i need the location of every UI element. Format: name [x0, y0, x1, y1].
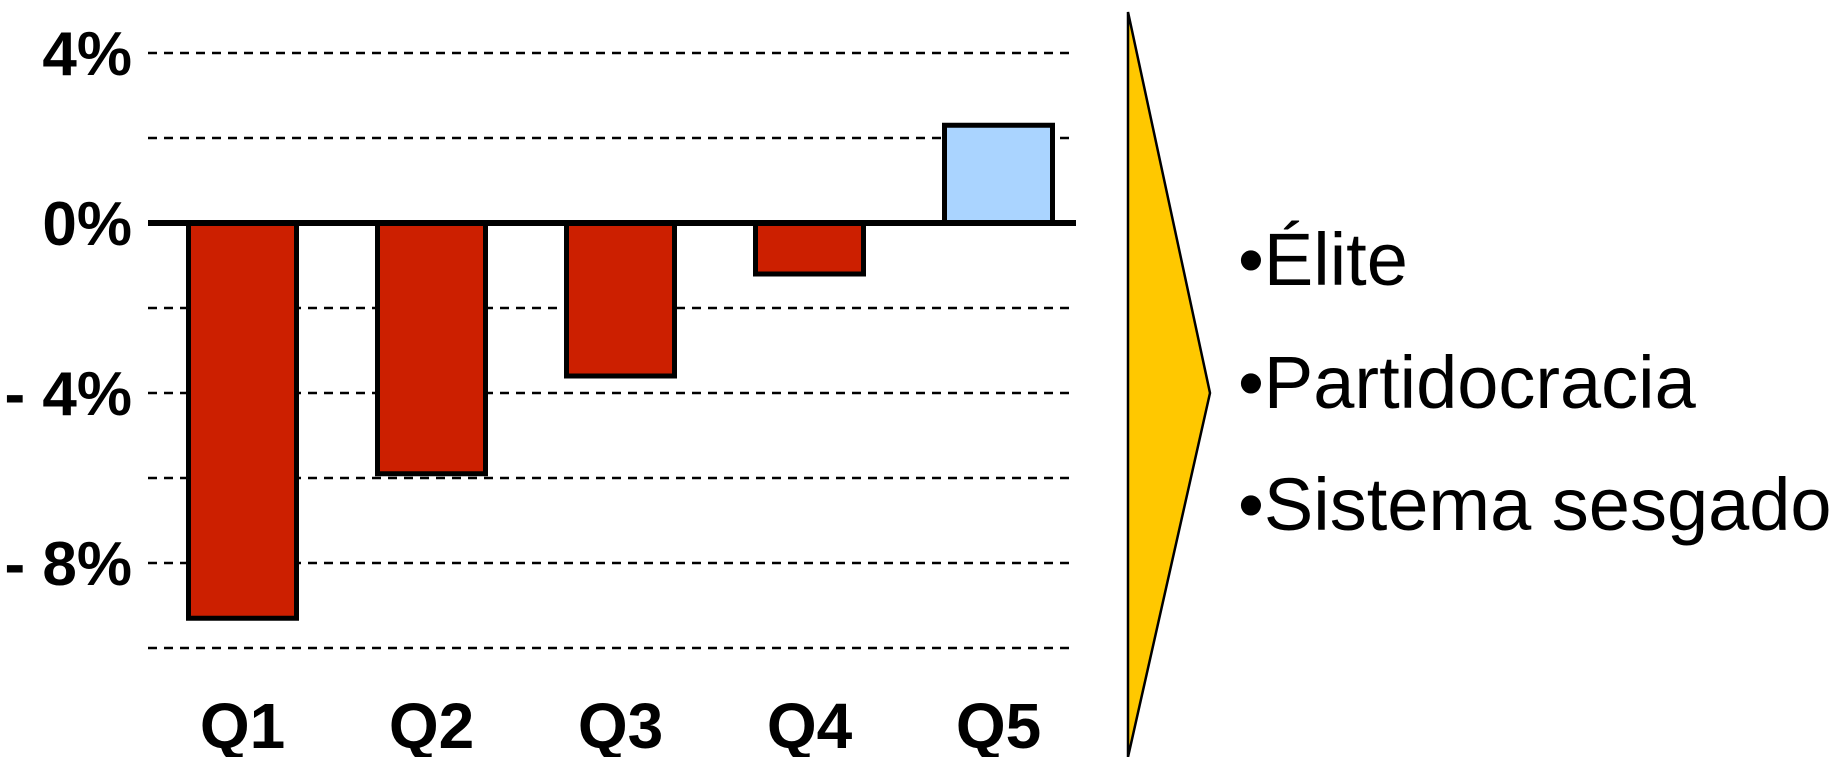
gridlines	[148, 51, 1076, 650]
chevron-arrow-icon	[1126, 11, 1212, 757]
bullet-item: •Sistema sesgado	[1238, 463, 1832, 546]
category-label-q3: Q3	[578, 690, 663, 757]
bullet-list: •Élite•Partidocracia•Sistema sesgado	[1238, 218, 1832, 546]
category-label-q1: Q1	[200, 690, 285, 757]
category-label-q2: Q2	[389, 690, 474, 757]
bar-q4	[753, 220, 866, 277]
category-label-q4: Q4	[767, 690, 853, 757]
bar-q2	[375, 220, 488, 477]
bullet-icon: •	[1238, 463, 1264, 546]
bar-q5	[942, 122, 1055, 226]
y-tick-label: - 4%	[5, 360, 132, 429]
x-axis-category-labels: Q1 Q2 Q3 Q4 Q5	[200, 690, 1041, 757]
bar-q1	[186, 220, 299, 621]
y-tick-label: - 8%	[5, 530, 132, 599]
y-tick-label: 0%	[42, 190, 132, 259]
category-label-q5: Q5	[956, 690, 1041, 757]
y-axis-tick-labels: 4% 0% - 4% - 8%	[5, 20, 132, 599]
bar-q3	[564, 220, 677, 379]
bullet-item-label: Élite	[1264, 218, 1408, 301]
bullet-item: •Partidocracia	[1238, 341, 1697, 424]
bullet-item: •Élite	[1238, 218, 1408, 301]
y-tick-label: 4%	[42, 20, 132, 89]
bullet-item-label: Sistema sesgado	[1264, 463, 1832, 546]
bullet-item-label: Partidocracia	[1264, 341, 1697, 424]
bullet-icon: •	[1238, 341, 1264, 424]
bars	[186, 122, 1055, 621]
bullet-icon: •	[1238, 218, 1264, 301]
